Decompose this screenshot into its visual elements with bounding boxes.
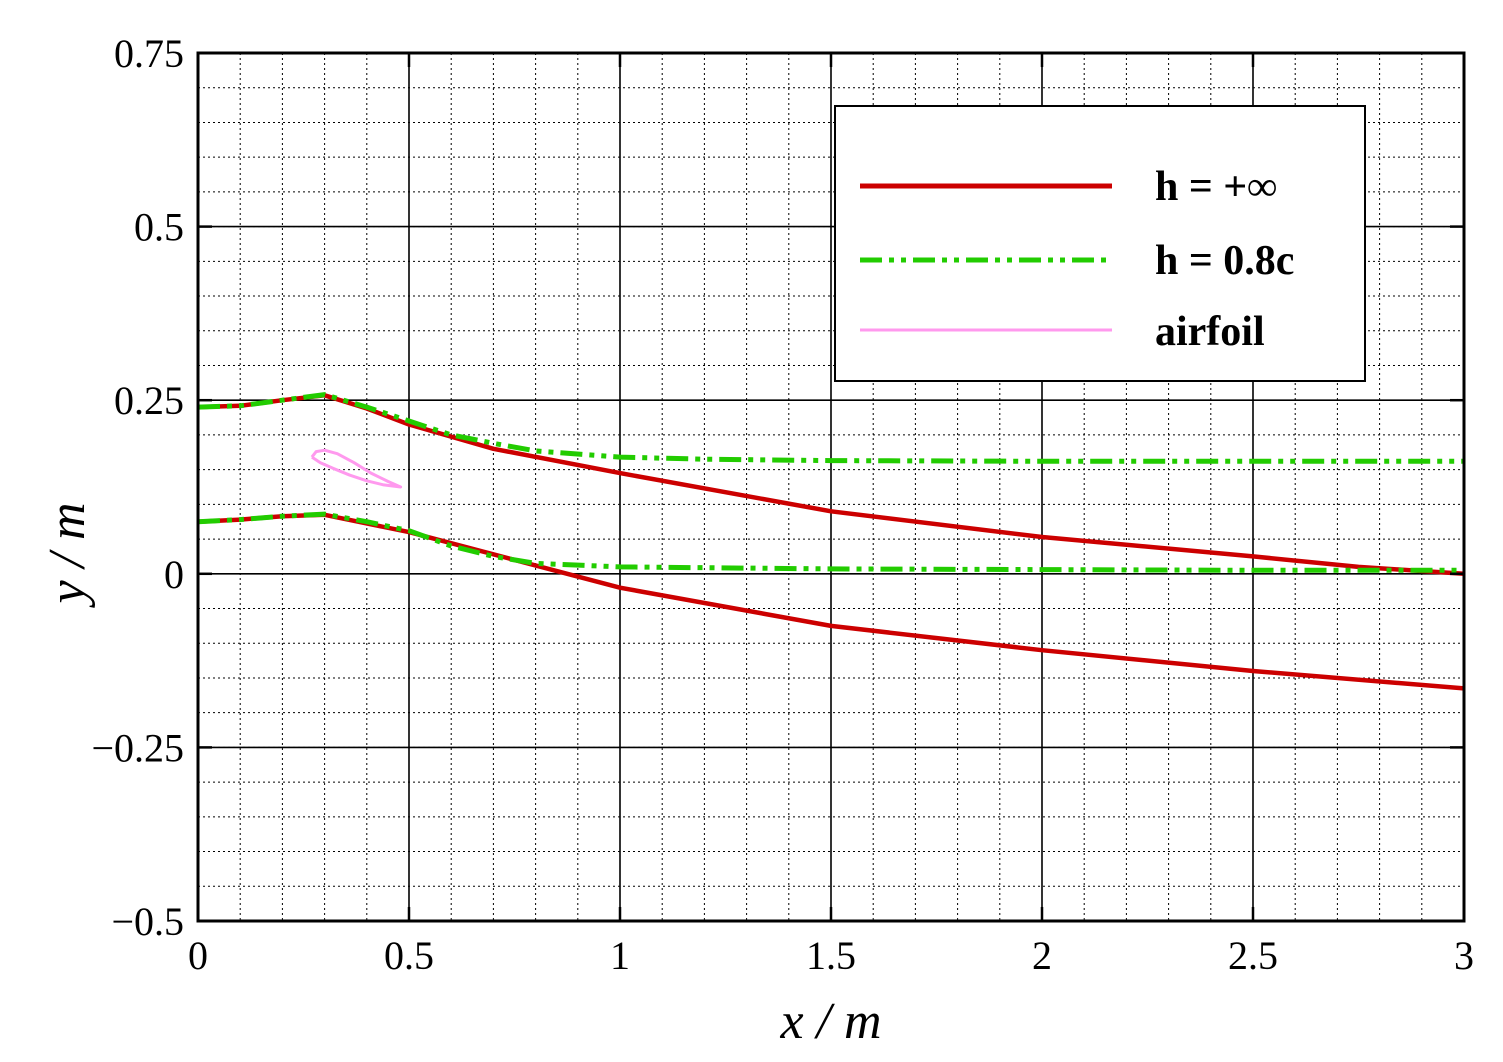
series-1-line-0	[198, 392, 1464, 464]
series-layer	[198, 392, 1464, 691]
y-tick-label: −0.25	[91, 725, 184, 770]
y-tick-label: 0.25	[114, 378, 184, 423]
legend-label-airfoil: airfoil	[1155, 309, 1265, 355]
x-tick-label: 2	[1032, 933, 1052, 978]
x-tick-label: 1.5	[806, 933, 856, 978]
x-tick-label: 2.5	[1228, 933, 1278, 978]
x-axis-title: x / m	[779, 993, 881, 1050]
y-axis-title: y / m	[39, 502, 96, 608]
x-tick-label: 0	[188, 933, 208, 978]
y-tick-label: 0.75	[114, 31, 184, 76]
series-1-line-1	[198, 511, 1464, 573]
legend-label-h-inf: h = +∞	[1155, 164, 1277, 210]
x-tick-label: 1	[610, 933, 630, 978]
series-2-line-0	[310, 448, 403, 489]
ticks	[196, 51, 1466, 923]
y-tick-label: −0.5	[111, 899, 184, 944]
y-tick-label: 0.5	[134, 205, 184, 250]
legend: h = +∞ h = 0.8c airfoil	[834, 105, 1366, 382]
y-tick-label: 0	[164, 552, 184, 597]
legend-box	[834, 105, 1366, 382]
x-tick-labels: 0 0.5 1 1.5 2 2.5 3	[188, 933, 1474, 978]
y-tick-labels: −0.5 −0.25 0 0.25 0.5 0.75	[91, 31, 184, 944]
x-tick-label: 0.5	[384, 933, 434, 978]
legend-label-h-08c: h = 0.8c	[1155, 238, 1294, 284]
x-tick-label: 3	[1454, 933, 1474, 978]
